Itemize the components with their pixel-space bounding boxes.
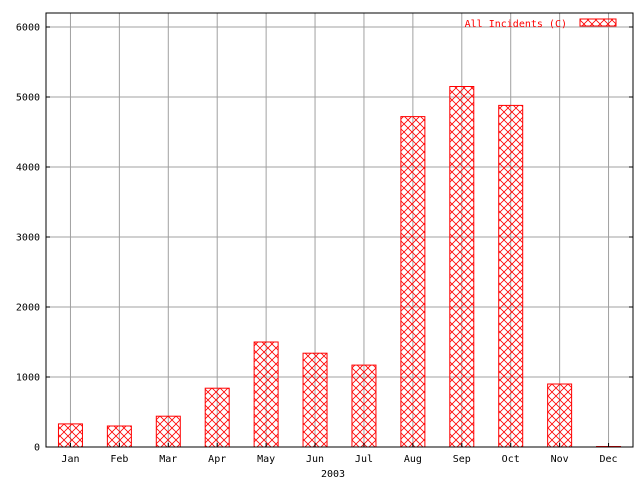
y-tick-label: 6000: [16, 23, 40, 34]
x-tick-label: Oct: [502, 454, 520, 465]
axes: [45, 12, 634, 448]
x-tick-label: Nov: [551, 454, 569, 465]
bar-apr: [204, 387, 230, 448]
x-tick-label: Feb: [110, 454, 128, 465]
bar-nov: [547, 383, 573, 448]
y-tick-label: 0: [34, 443, 40, 454]
x-tick-label: Apr: [208, 454, 226, 465]
y-tick-label: 3000: [16, 233, 40, 244]
y-tick-label: 5000: [16, 93, 40, 104]
bar-jun: [302, 352, 328, 448]
x-tick-label: Dec: [600, 454, 618, 465]
y-tick-label: 1000: [16, 373, 40, 384]
legend-swatch: [579, 18, 617, 27]
x-axis-label: 2003: [321, 469, 345, 480]
x-tick-label: Jul: [355, 454, 373, 465]
bars: [57, 86, 622, 448]
bar-may: [253, 341, 279, 448]
x-tick-label: Aug: [404, 454, 422, 465]
legend: All Incidents (C): [465, 18, 617, 30]
bar-jul: [351, 364, 377, 448]
bar-sep: [449, 86, 475, 448]
legend-label: All Incidents (C): [465, 19, 567, 30]
x-tick-label: Sep: [453, 454, 471, 465]
y-axis-ticks: 0 1000 2000 3000 4000 5000 6000: [16, 23, 633, 454]
grid: [46, 13, 633, 447]
bar-mar: [155, 415, 181, 448]
y-tick-label: 4000: [16, 163, 40, 174]
bar-oct: [498, 104, 524, 448]
plot-border: [45, 12, 634, 448]
x-tick-label: May: [257, 454, 275, 465]
x-tick-label: Jan: [61, 454, 79, 465]
x-tick-label: Jun: [306, 454, 324, 465]
y-tick-label: 2000: [16, 303, 40, 314]
x-tick-label: Mar: [159, 454, 177, 465]
bar-aug: [400, 116, 426, 448]
x-axis-ticks: Jan Feb Mar Apr May Jun Jul Aug Sep Oct Nov Dec: [61, 443, 618, 465]
